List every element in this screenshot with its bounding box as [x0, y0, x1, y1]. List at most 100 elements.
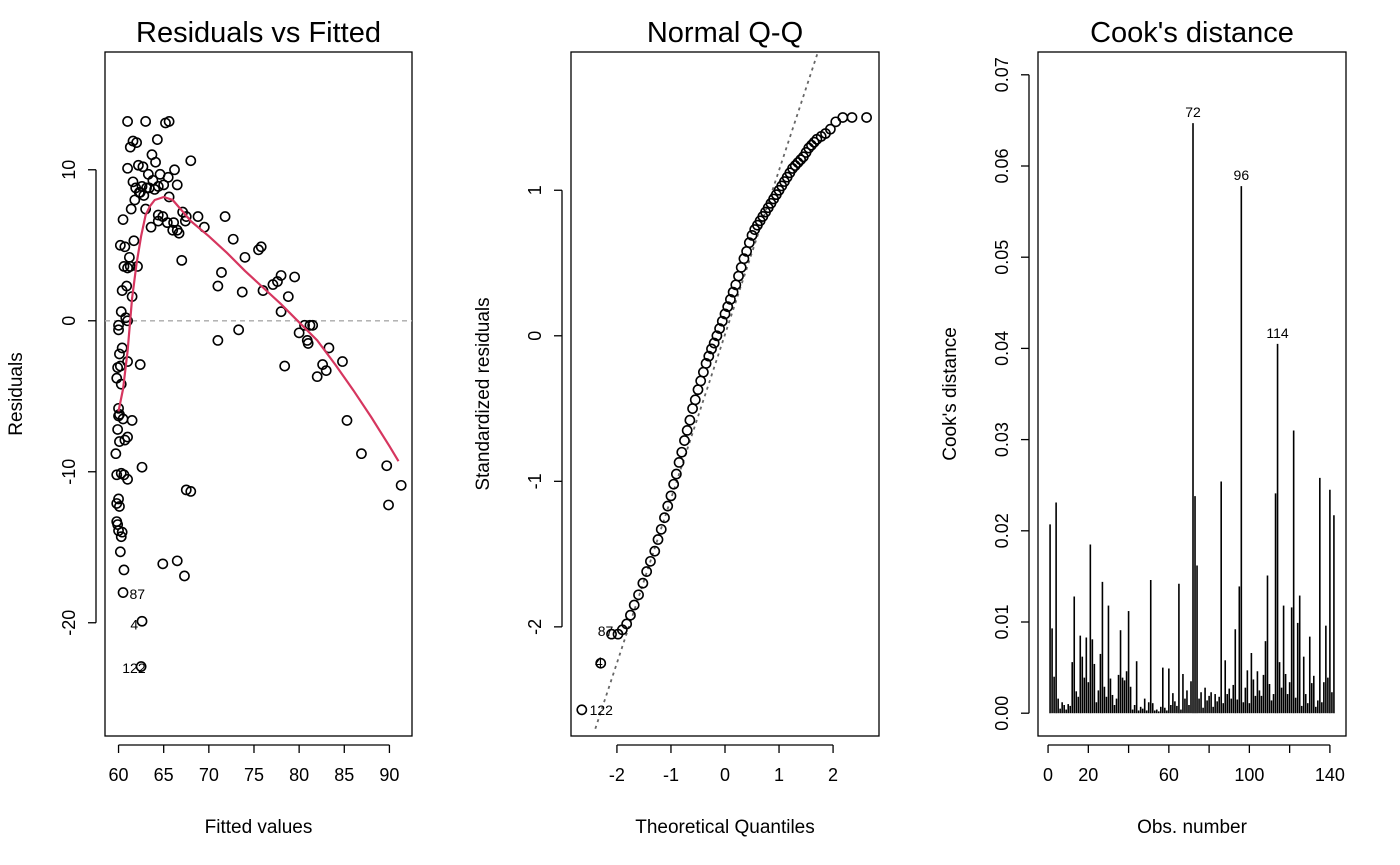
data-point: [180, 484, 192, 496]
data-point: [659, 512, 670, 524]
data-point: [302, 338, 314, 349]
data-point: [311, 371, 323, 383]
x-tick-label: 0: [1043, 765, 1053, 785]
x-tick-label: 100: [1234, 765, 1264, 785]
y-tick-label: -20: [59, 610, 79, 636]
data-point: [637, 577, 649, 589]
data-point: [395, 479, 407, 491]
y-tick-label: 0.07: [992, 57, 1012, 92]
data-point: [171, 555, 183, 567]
data-point: [122, 431, 133, 443]
data-point: [236, 286, 248, 298]
data-point: [787, 163, 798, 174]
x-tick-label: 90: [379, 765, 399, 785]
data-point: [124, 261, 136, 272]
y-axis-label: Residuals: [6, 352, 27, 435]
data-point: [112, 424, 124, 435]
data-point: [824, 123, 836, 135]
x-tick-label: 80: [289, 765, 309, 785]
data-point: [152, 209, 164, 221]
data-point: [112, 362, 124, 373]
panel-title: Cook's distance: [1090, 17, 1294, 49]
data-point: [837, 112, 849, 123]
data-point: [299, 319, 310, 331]
data-point: [711, 330, 723, 342]
data-point: [119, 434, 131, 446]
data-point: [122, 116, 133, 127]
data-point: [621, 618, 633, 630]
data-point: [625, 609, 636, 621]
y-tick-label: 1: [525, 185, 545, 195]
panel-residuals-vs-fitted: Residuals vs Fitted Fitted values Residu…: [6, 17, 413, 838]
data-point: [111, 498, 123, 509]
data-point: [649, 545, 661, 557]
data-point: [255, 241, 267, 253]
data-point: [738, 253, 750, 265]
y-tick-label: 0: [525, 331, 545, 341]
data-point: [212, 280, 224, 292]
plot-frame: [1037, 51, 1347, 737]
point-label: 87: [129, 586, 145, 602]
y-tick-label: 10: [59, 160, 79, 180]
data-point: [114, 546, 126, 558]
data-point: [320, 365, 332, 376]
data-point: [110, 448, 122, 460]
data-point: [179, 570, 190, 582]
data-point: [113, 402, 124, 414]
data-point: [133, 159, 144, 171]
y-tick-label: -10: [59, 459, 79, 485]
data-point: [151, 134, 163, 145]
panel-title: Normal Q-Q: [647, 17, 803, 49]
data-point: [652, 534, 664, 545]
data-point: [714, 323, 725, 334]
data-point: [185, 155, 197, 167]
data-point: [126, 415, 138, 426]
x-axis-label: Obs. number: [1137, 817, 1247, 838]
data-point: [122, 162, 133, 174]
x-tick-label: 60: [109, 765, 129, 785]
data-point: [123, 251, 135, 263]
data-point: [114, 436, 125, 447]
data-point: [192, 211, 204, 222]
data-point: [171, 224, 183, 236]
data-point: [157, 558, 169, 570]
data-point: [289, 271, 301, 283]
data-point: [111, 372, 123, 384]
x-tick-label: 60: [1159, 765, 1179, 785]
data-point: [317, 359, 329, 370]
data-point: [141, 182, 152, 194]
data-point: [595, 657, 607, 669]
data-point: [253, 244, 264, 256]
data-point: [171, 179, 183, 191]
data-point: [695, 375, 707, 387]
data-point: [670, 468, 682, 480]
data-point: [114, 501, 125, 512]
point-label: 87: [598, 623, 614, 639]
y-axis-label: Standardized residuals: [473, 297, 494, 490]
data-point: [239, 251, 251, 263]
data-point: [117, 214, 129, 226]
data-point: [152, 180, 164, 192]
point-label: 114: [1266, 325, 1289, 341]
data-point: [641, 566, 653, 577]
data-point: [136, 461, 148, 473]
point-label: 4: [595, 654, 603, 670]
x-tick-label: 140: [1315, 765, 1345, 785]
x-tick-label: -2: [609, 765, 625, 785]
x-tick-label: -1: [663, 765, 679, 785]
data-point: [150, 156, 161, 168]
data-point: [125, 203, 137, 215]
y-tick-label: 0.06: [992, 148, 1012, 183]
panel-cooks-distance: Cook's distance Obs. number Cook's dista…: [940, 17, 1347, 838]
y-tick-label: -2: [525, 619, 545, 635]
point-label: 96: [1234, 167, 1250, 183]
data-point: [267, 279, 279, 290]
data-point: [117, 587, 129, 598]
x-tick-label: 70: [199, 765, 219, 785]
data-point: [808, 136, 820, 148]
data-point: [127, 176, 139, 188]
data-point: [275, 306, 287, 318]
data-point: [806, 139, 817, 151]
data-point: [293, 327, 305, 339]
